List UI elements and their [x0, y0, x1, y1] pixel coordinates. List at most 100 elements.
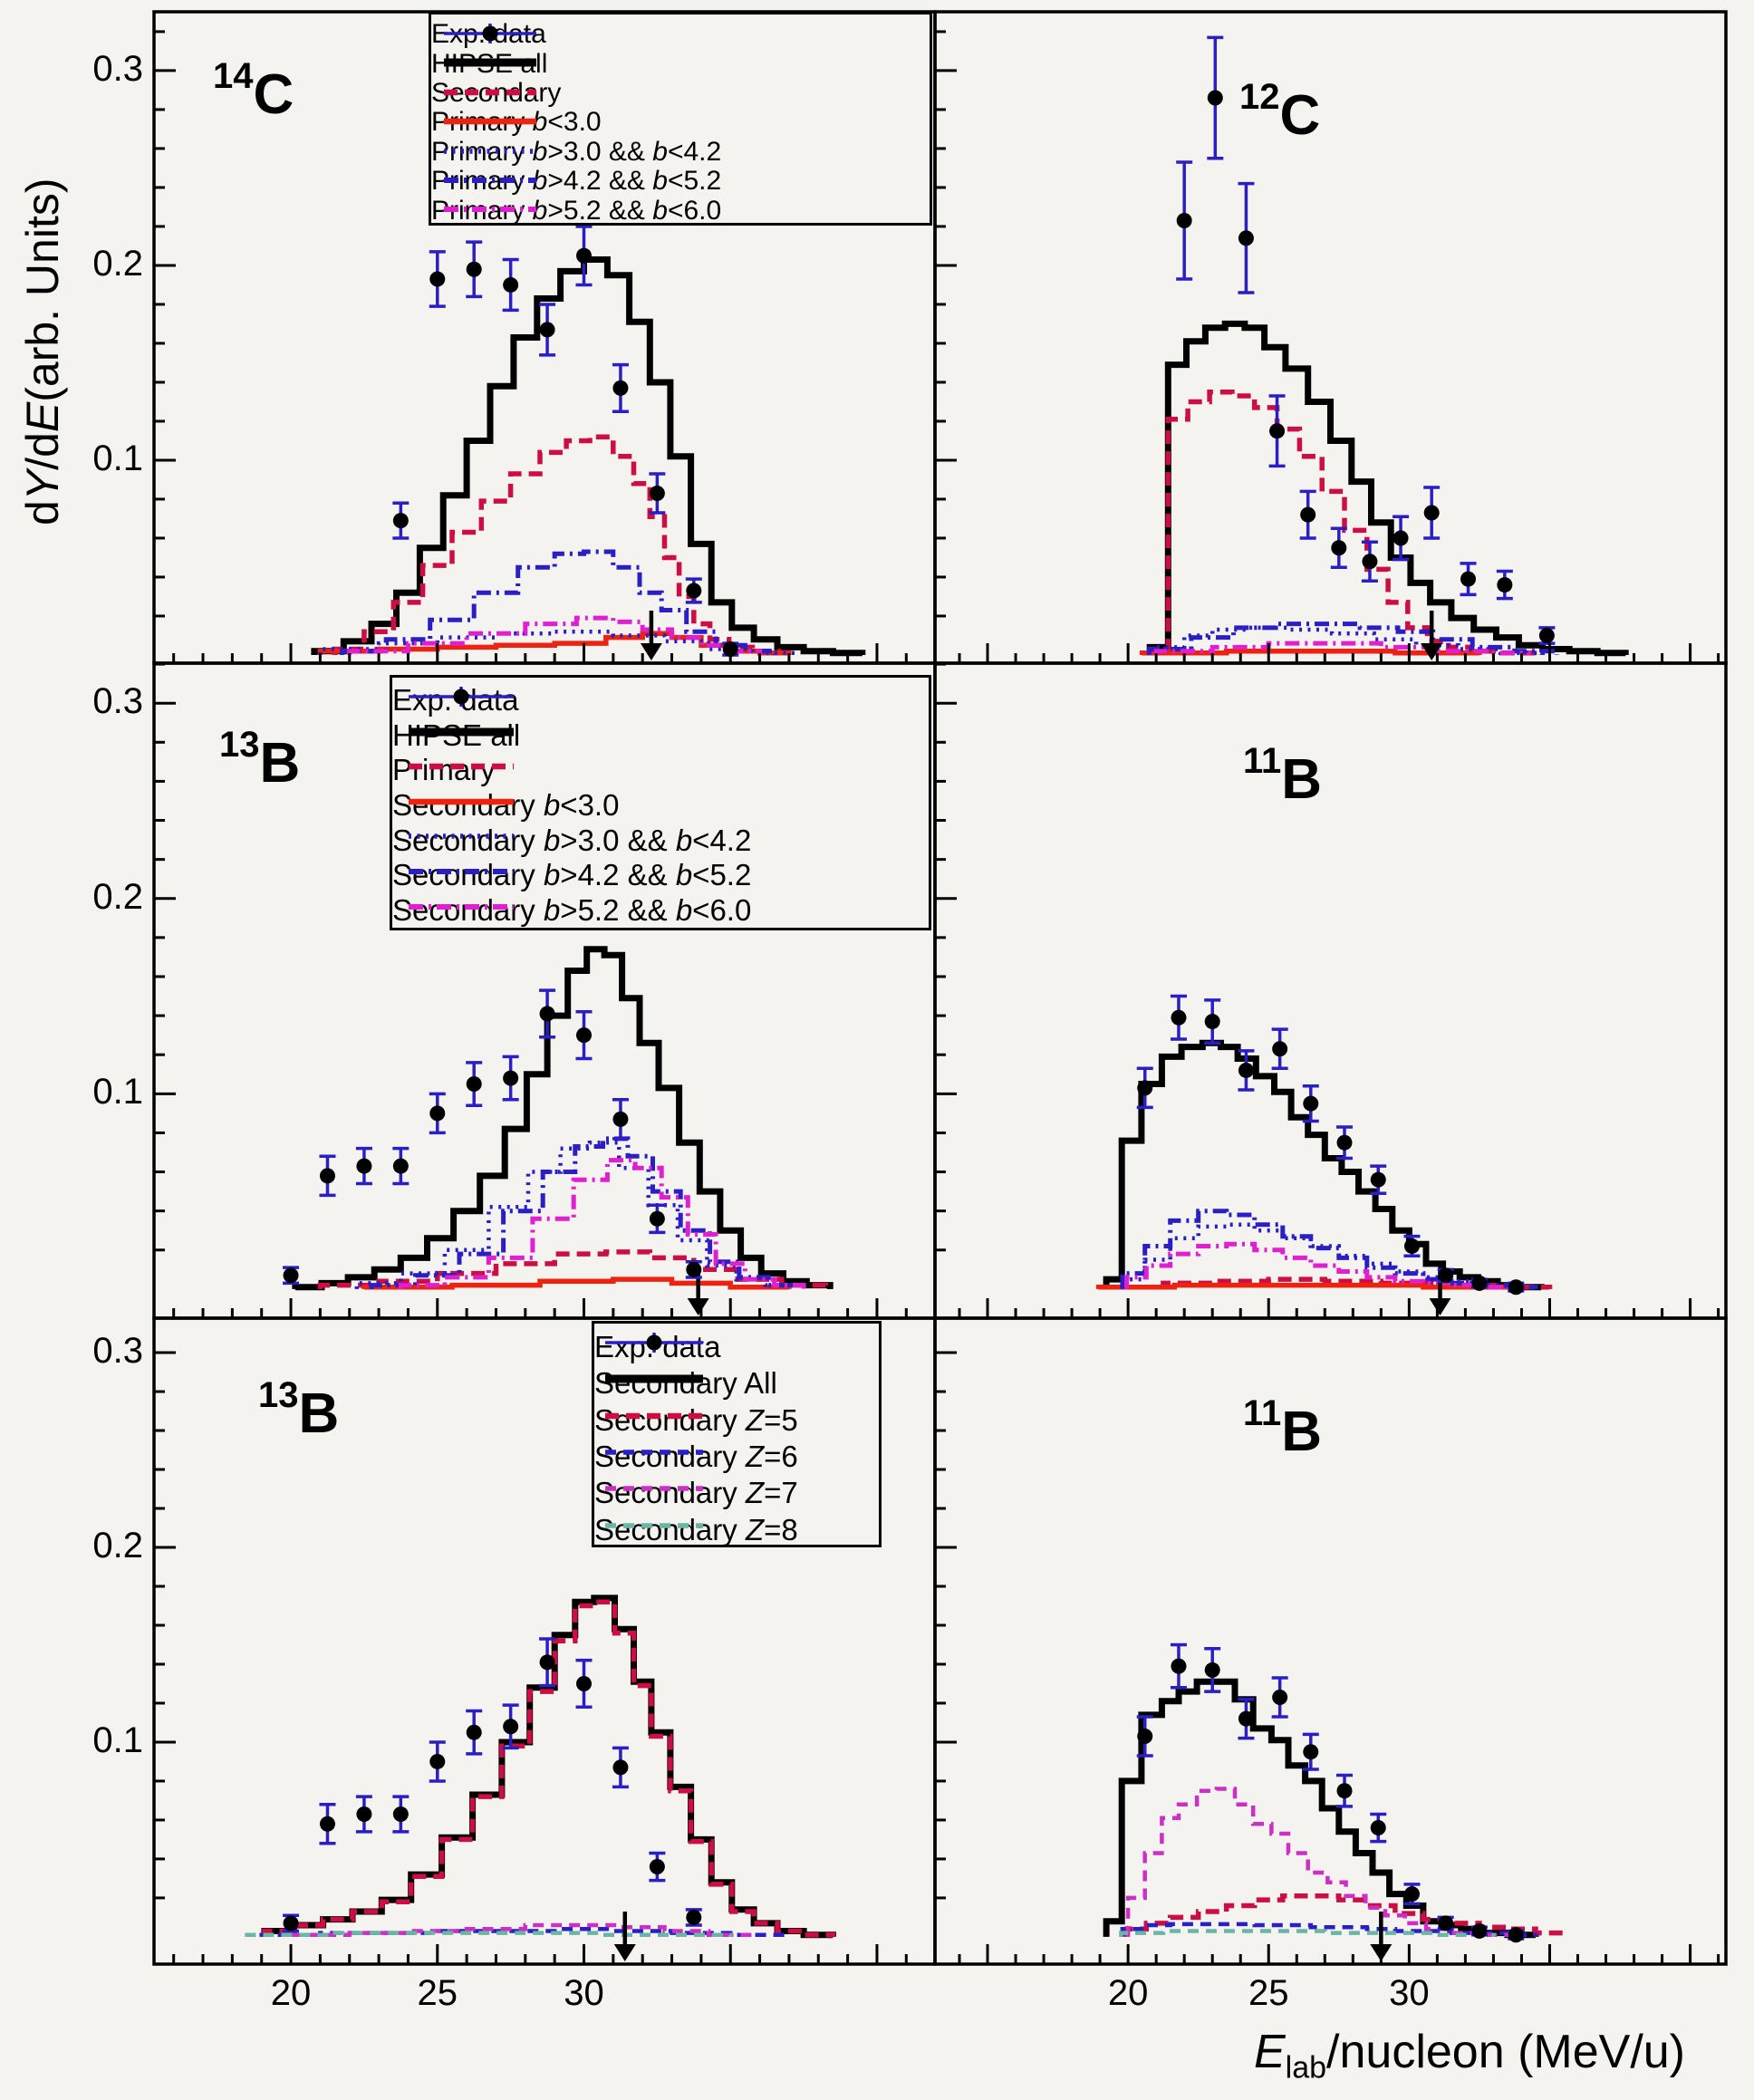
legend-swatch-icon: [605, 1333, 703, 1353]
exp-data-point: [649, 1859, 665, 1875]
x-tick-label: 25: [1248, 1973, 1289, 2013]
exp-data-points: [392, 225, 739, 658]
exp-data-point: [1438, 1915, 1454, 1931]
series-secondary-b-5-2-b-6-0: [398, 1158, 806, 1289]
panel-label-14c: 14C: [213, 56, 294, 126]
exp-data-point: [466, 261, 482, 277]
legend-label: Secondary b>5.2 && b<6.0: [392, 892, 752, 927]
series-primary-b-5-2-b-6-0: [1153, 641, 1531, 656]
panel-p-14c: [152, 10, 937, 665]
panel-frame: [933, 661, 1728, 1320]
series-hipse-all: [292, 946, 834, 1291]
exp-data-point: [649, 1210, 665, 1227]
y-tick-label: 0.3: [92, 681, 143, 722]
legend-swatch-icon: [605, 1486, 703, 1491]
legend-swatch-icon: [409, 763, 514, 770]
panel-p-12c: [933, 10, 1728, 665]
exp-data-point: [539, 1006, 555, 1022]
series-secondary-z-8: [245, 1931, 733, 1938]
legend-entry: Secondary b>4.2 && b<5.2: [392, 858, 929, 893]
beam-energy-arrow-head: [1421, 643, 1443, 660]
series-secondary-z-5: [262, 1599, 836, 1938]
legend-label: Primary b<3.0: [431, 107, 602, 138]
exp-data-point: [392, 1806, 409, 1822]
series-primary-b-4-2-b-5-2: [1146, 621, 1559, 655]
legend-entry: Secondary Z=7: [594, 1475, 879, 1511]
series-secondary-b-4-2-b-5-2: [1120, 1209, 1538, 1290]
legend-swatch-icon: [444, 89, 536, 96]
legend-swatch-icon: [605, 1412, 703, 1419]
y-tick-label: 0.1: [92, 438, 143, 478]
exp-data-point: [283, 1915, 299, 1931]
exp-data-point: [686, 583, 702, 599]
exp-data-point: [392, 1158, 409, 1174]
exp-data-point: [1460, 571, 1477, 587]
exp-data-point: [392, 513, 409, 529]
beam-energy-arrow-head: [613, 1944, 636, 1961]
exp-data-points: [1176, 35, 1556, 645]
exp-data-point: [1331, 540, 1347, 556]
exp-data-point: [503, 276, 519, 293]
panel-frame: [933, 10, 1728, 665]
exp-data-point: [1423, 505, 1440, 521]
x-tick-label: 25: [417, 1973, 458, 2013]
exp-data-point: [1438, 1267, 1454, 1284]
exp-data-point: [1269, 423, 1286, 439]
legend-entry: Secondary Z=8: [594, 1512, 879, 1548]
series-secondary-z-8: [1119, 1929, 1496, 1938]
series-hipse-all: [1103, 1039, 1545, 1291]
exp-data-point: [503, 1719, 519, 1735]
exp-data-point: [1393, 530, 1409, 546]
legend-swatch-icon: [605, 1450, 703, 1455]
exp-data-point: [283, 1267, 299, 1284]
series-secondary-b-3-0: [361, 1276, 792, 1290]
series-secondary: [1147, 389, 1544, 656]
legend-label: Secondary b>4.2 && b<5.2: [392, 858, 752, 892]
axis-ticks: [154, 662, 908, 1318]
exp-data-point: [1238, 1710, 1254, 1727]
axis-ticks: [154, 30, 908, 663]
exp-data-point: [1137, 1080, 1153, 1096]
exp-data-point: [1238, 1062, 1254, 1078]
legend-label: Secondary b<3.0: [392, 788, 620, 823]
exp-data-point: [1204, 1014, 1220, 1030]
legend-swatch-icon: [409, 727, 514, 737]
series-hipse-all: [311, 256, 866, 657]
exp-data-points: [283, 1637, 702, 1933]
exp-data-point: [1303, 1744, 1319, 1760]
legend-label: Secondary Z=7: [594, 1476, 798, 1510]
exp-data-point: [1497, 577, 1513, 593]
exp-data-point: [1471, 1922, 1488, 1939]
beam-energy-arrow-head: [640, 643, 662, 660]
axis-ticks: [154, 1351, 908, 1964]
legend-swatch-icon: [605, 1374, 703, 1383]
legend-label: Primary: [392, 753, 496, 787]
exp-data-point: [1303, 1095, 1319, 1112]
exp-data-point: [1403, 1886, 1420, 1903]
exp-data-point: [429, 1105, 446, 1122]
y-tick-label: 0.2: [92, 876, 143, 917]
exp-data-point: [1204, 1662, 1220, 1678]
y-tick-label: 0.2: [92, 243, 143, 284]
legend-entry: Primary b>4.2 && b<5.2: [431, 166, 930, 196]
legend-label: Secondary Z=6: [594, 1440, 798, 1474]
y-tick-label: 0.3: [92, 1331, 143, 1372]
legend-entry: Secondary b>5.2 && b<6.0: [392, 893, 929, 929]
exp-data-point: [686, 1909, 702, 1925]
legend-swatch-icon: [444, 148, 536, 154]
exp-data-point: [1508, 1279, 1524, 1296]
exp-data-point: [1336, 1783, 1353, 1799]
panel-label-13b-bot: 13B: [258, 1375, 340, 1445]
y-tick-label: 0.3: [92, 48, 143, 89]
legend-label: Primary b>3.0 && b<4.2: [431, 136, 722, 167]
legend-entry: Secondary All: [594, 1365, 879, 1402]
legend-entry: Exp. data: [392, 683, 929, 718]
legend-swatch-icon: [444, 24, 536, 43]
panel-p-11b-mid: [933, 661, 1728, 1320]
legend-entry: Exp. data: [431, 19, 930, 49]
exp-data-point: [356, 1158, 372, 1174]
legend-swatch-icon: [444, 207, 536, 213]
x-tick-label: 20: [270, 1973, 312, 2013]
series-secondary-all: [1103, 1678, 1539, 1939]
